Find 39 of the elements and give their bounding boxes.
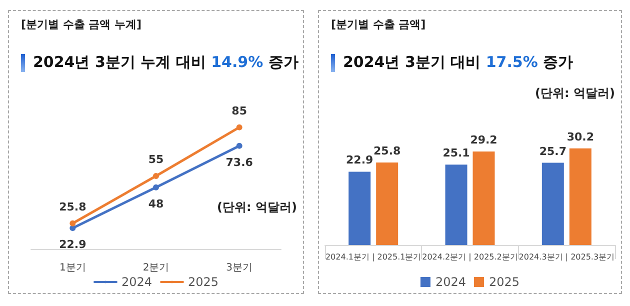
x-tick-label: 1분기 [59, 262, 86, 274]
bar [472, 152, 495, 245]
x-tick-label: 2분기 [142, 262, 170, 274]
data-label: 73.6 [226, 156, 254, 169]
bar [376, 162, 398, 245]
data-label: 25.7 [539, 144, 566, 158]
legend-label: 2024 [121, 275, 152, 289]
data-label: 29.2 [470, 134, 498, 147]
data-label: 22.9 [346, 154, 374, 167]
x-tick-label: 2024.2분기 | 2025.2분기 [422, 252, 518, 262]
bar [569, 148, 592, 245]
point [70, 220, 76, 226]
data-label: 48 [148, 197, 164, 210]
data-label: 30.2 [566, 130, 594, 144]
legend-label: 2025 [489, 275, 520, 289]
chart-title: [분기별 수출 금액] [331, 17, 426, 32]
data-label: 22.9 [59, 238, 86, 252]
point [236, 142, 242, 149]
point [153, 184, 159, 190]
chart-title: [분기별 수출 금액 누계] [21, 17, 142, 32]
data-label: 25.8 [59, 200, 86, 214]
data-label: 55 [148, 153, 164, 166]
x-tick-label: 2024.3분기 | 2025.3분기 [518, 252, 615, 262]
point [236, 124, 242, 130]
x-tick-label: 2024.1분기 | 2025.1분기 [325, 252, 422, 262]
point [153, 173, 159, 179]
chart-subtitle: 2024년 3분기 누계 대비 14.9% 증가 [33, 53, 298, 71]
data-label: 85 [232, 104, 247, 118]
annotation: (단위: 억달러) [217, 200, 298, 214]
x-tick-label: 3분기 [226, 262, 253, 274]
data-label: 25.8 [374, 144, 401, 158]
legend-label: 2025 [188, 275, 219, 289]
legend-label: 2024 [435, 275, 466, 289]
bar [348, 172, 371, 245]
bar [542, 162, 564, 245]
data-label: 25.1 [442, 146, 470, 160]
bar [445, 164, 468, 245]
chart-subtitle: 2024년 3분기 대비 17.5% 증가 [343, 53, 574, 71]
text: (단위: 억달러) [535, 86, 616, 100]
